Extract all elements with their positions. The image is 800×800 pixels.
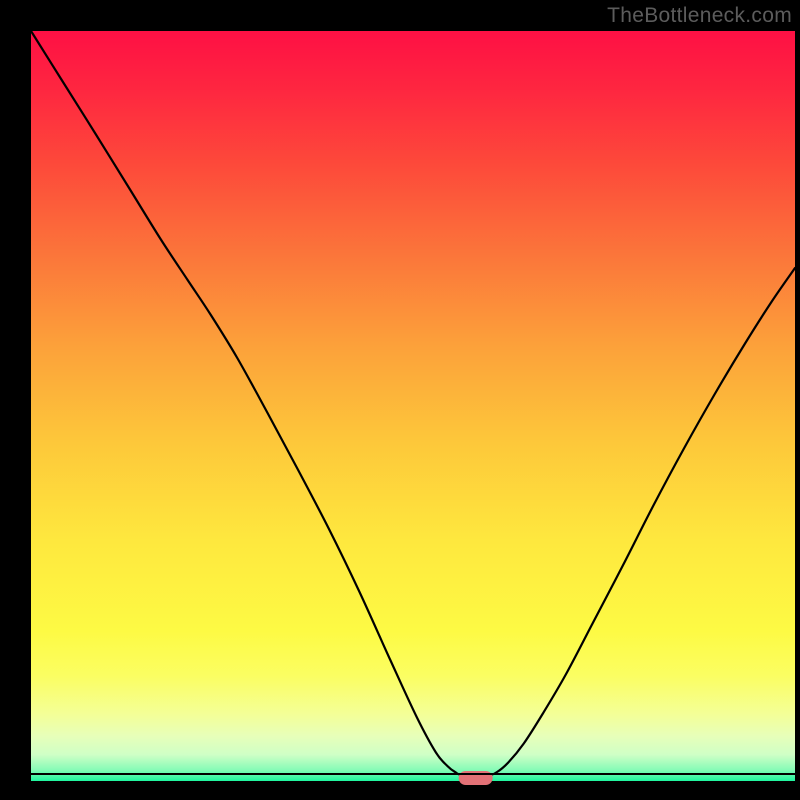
- bottleneck-chart: [0, 0, 800, 800]
- watermark-text: TheBottleneck.com: [607, 4, 792, 28]
- chart-background-gradient: [31, 31, 795, 781]
